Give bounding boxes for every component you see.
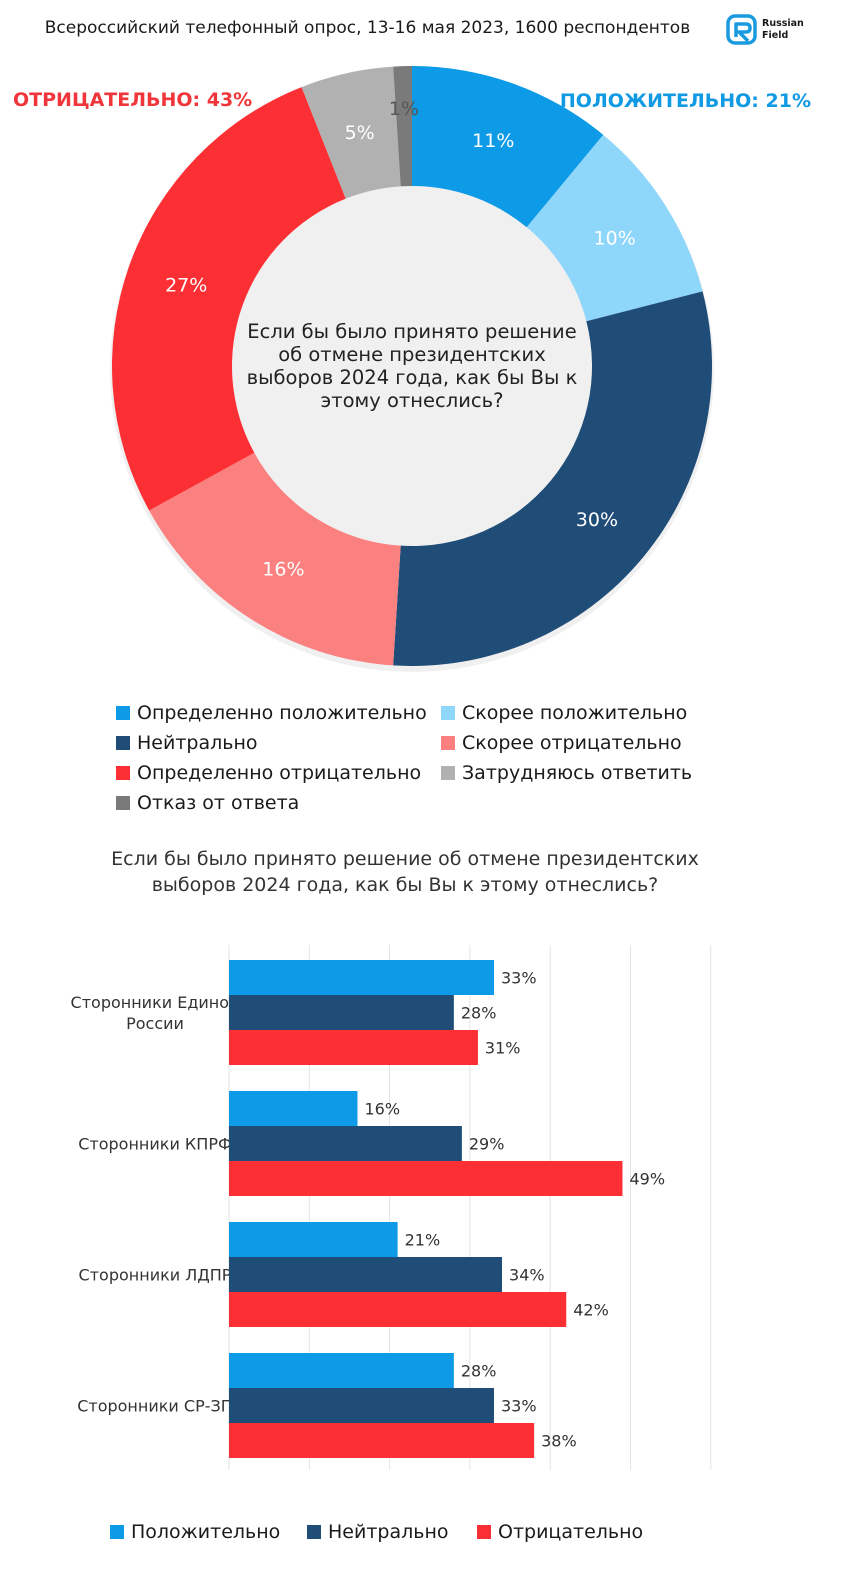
bar — [229, 1222, 398, 1257]
legend-item-rather-negative: Скорее отрицательно — [441, 732, 682, 754]
donut-slice — [393, 291, 712, 666]
legend-item-neutral: Нейтрально — [116, 732, 258, 754]
legend-label: Положительно — [131, 1521, 281, 1543]
legend-swatch — [441, 766, 455, 780]
legend-label: Скорее отрицательно — [462, 732, 682, 754]
bar — [229, 1353, 454, 1388]
bar — [229, 1030, 478, 1065]
donut-center-question: Если бы было принято решение об отмене п… — [246, 320, 578, 412]
donut-slice-label: 30% — [576, 509, 618, 531]
bar — [229, 995, 454, 1030]
legend-item-refused: Отказ от ответа — [116, 792, 299, 814]
legend-label: Отказ от ответа — [137, 792, 300, 814]
bar-value-label: 28% — [461, 1362, 497, 1381]
russian-field-logo: Russian Field — [726, 14, 826, 50]
donut-slice-label: 16% — [262, 559, 304, 581]
negative-total-label: ОТРИЦАТЕЛЬНО: 43% — [13, 89, 253, 111]
donut-slice — [393, 66, 412, 187]
legend-item-definitely-negative: Определенно отрицательно — [116, 762, 421, 784]
bar-value-label: 21% — [405, 1231, 441, 1250]
bar — [229, 1423, 535, 1458]
legend-item-hard-to-say: Затрудняюсь ответить — [441, 762, 692, 784]
donut-slice-label: 5% — [345, 122, 375, 144]
logo-text-line1: Russian — [762, 18, 804, 29]
positive-total-label: ПОЛОЖИТЕЛЬНО: 21% — [559, 90, 811, 112]
donut-slice-label: 11% — [472, 130, 514, 152]
bar-value-label: 16% — [364, 1100, 400, 1119]
legend-swatch — [441, 736, 455, 750]
legend-swatch — [110, 1525, 124, 1539]
bar-value-label: 42% — [573, 1301, 609, 1320]
legend-swatch — [116, 796, 130, 810]
donut-slice-label: 10% — [594, 227, 636, 249]
bar-value-label: 49% — [629, 1170, 665, 1189]
donut-slice-label: 1% — [389, 98, 419, 120]
donut-slice — [111, 87, 346, 511]
bar-chart: Сторонники ЕдинойРоссии33%28%31%Сторонни… — [71, 945, 712, 1470]
legend-label: Определенно положительно — [137, 702, 427, 724]
legend-label: Нейтрально — [328, 1521, 449, 1543]
bar — [229, 1091, 358, 1126]
legend-swatch — [477, 1525, 491, 1539]
legend-swatch — [116, 736, 130, 750]
bar-value-label: 28% — [461, 1004, 497, 1023]
bar-value-label: 38% — [541, 1432, 577, 1451]
bar-chart-title: Если бы было принято решение об отмене п… — [111, 848, 699, 896]
legend-swatch — [441, 706, 455, 720]
russian-field-logo-icon — [726, 14, 757, 45]
category-label: Сторонники КПРФ — [78, 1135, 232, 1154]
donut-slice-label: 27% — [165, 275, 207, 297]
logo-text-line2: Field — [762, 30, 789, 41]
bar-value-label: 34% — [509, 1266, 545, 1285]
legend-swatch — [307, 1525, 321, 1539]
donut-slice — [412, 66, 604, 228]
donut-slice — [526, 134, 703, 322]
legend-label: Затрудняюсь ответить — [462, 762, 693, 784]
legend-item-negative: Отрицательно — [477, 1521, 643, 1543]
legend-label: Скорее положительно — [462, 702, 688, 724]
category-label: Сторонники СР-ЗП — [77, 1397, 233, 1416]
legend-swatch — [116, 706, 130, 720]
bar — [229, 1126, 462, 1161]
bar-value-label: 33% — [501, 1397, 537, 1416]
bar — [229, 1161, 623, 1196]
page-title: Всероссийский телефонный опрос, 13-16 ма… — [44, 18, 691, 38]
category-label: Сторонники ЛДПР — [79, 1266, 232, 1285]
bar — [229, 1292, 567, 1327]
legend-label: Нейтрально — [137, 732, 258, 754]
legend-label: Отрицательно — [498, 1521, 644, 1543]
legend-item-neutral-bar: Нейтрально — [307, 1521, 449, 1543]
legend-item-rather-positive: Скорее положительно — [441, 702, 687, 724]
legend-item-definitely-positive: Определенно положительно — [116, 702, 427, 724]
legend-item-positive: Положительно — [110, 1521, 280, 1543]
bar-value-label: 33% — [501, 969, 537, 988]
bar — [229, 1388, 494, 1423]
legend-swatch — [116, 766, 130, 780]
bar — [229, 1257, 503, 1292]
legend-label: Определенно отрицательно — [137, 762, 422, 784]
bar-value-label: 29% — [469, 1135, 505, 1154]
category-label: Сторонники Единой — [71, 993, 240, 1012]
bar — [229, 960, 494, 995]
donut-slice — [149, 452, 401, 666]
donut-slice — [301, 66, 401, 199]
donut-chart: 11% 10% 30% 16% 27% 5% 1% — [110, 66, 714, 672]
category-label: России — [126, 1014, 184, 1033]
bar-value-label: 31% — [485, 1039, 521, 1058]
